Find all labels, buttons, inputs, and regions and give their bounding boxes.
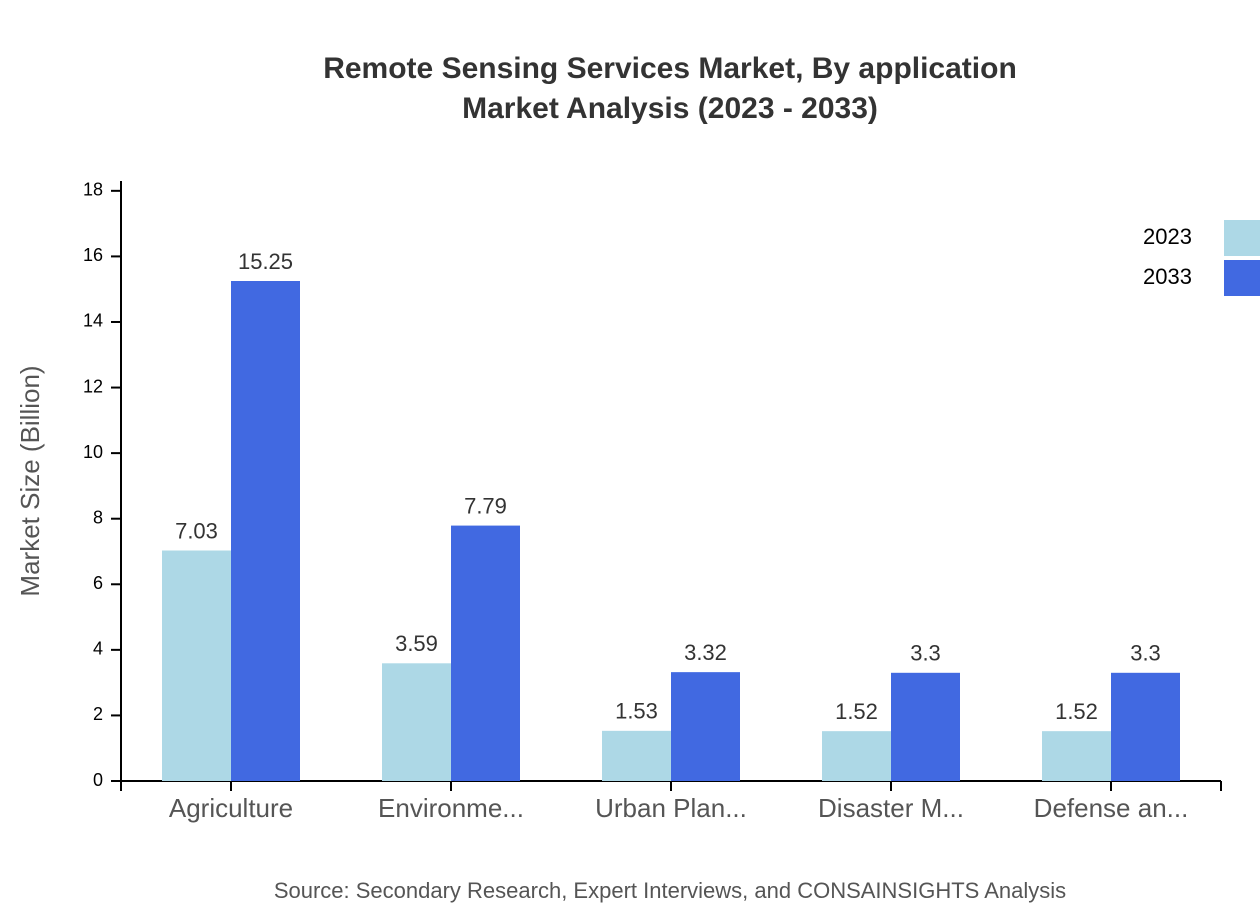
chart-title: Remote Sensing Services Market, By appli… xyxy=(323,52,1017,85)
value-label: 1.52 xyxy=(835,699,878,724)
y-tick-label: 16 xyxy=(83,245,103,265)
legend-swatch xyxy=(1224,260,1260,296)
y-tick-label: 8 xyxy=(93,507,103,527)
y-tick-label: 2 xyxy=(93,704,103,724)
bar xyxy=(231,281,300,781)
x-tick-label: Defense an... xyxy=(1034,793,1189,823)
x-tick-label: Disaster M... xyxy=(818,793,964,823)
x-tick-label: Urban Plan... xyxy=(595,793,747,823)
y-tick-label: 4 xyxy=(93,639,103,659)
y-axis-label: Market Size (Billion) xyxy=(15,365,45,596)
bar xyxy=(1042,731,1111,781)
legend-label: 2023 xyxy=(1143,224,1192,249)
value-label: 7.79 xyxy=(464,493,507,518)
bar xyxy=(451,525,520,781)
bar xyxy=(1111,672,1180,781)
y-tick-label: 0 xyxy=(93,770,103,790)
y-tick-label: 6 xyxy=(93,573,103,593)
x-tick-label: Agriculture xyxy=(169,793,293,823)
bar xyxy=(382,663,451,781)
bar xyxy=(602,730,671,781)
legend-swatch xyxy=(1224,220,1260,256)
value-label: 3.3 xyxy=(910,641,941,666)
value-label: 3.3 xyxy=(1130,641,1161,666)
value-label: 1.52 xyxy=(1055,699,1098,724)
value-label: 3.59 xyxy=(395,631,438,656)
bar xyxy=(822,731,891,781)
bar xyxy=(162,550,231,781)
value-label: 15.25 xyxy=(238,249,293,274)
value-label: 3.32 xyxy=(684,640,727,665)
bar xyxy=(671,672,740,781)
y-tick-label: 18 xyxy=(83,180,103,200)
x-tick-label: Environme... xyxy=(378,793,524,823)
y-tick-label: 12 xyxy=(83,376,103,396)
chart-subtitle: Market Analysis (2023 - 2033) xyxy=(462,92,878,125)
legend-label: 2033 xyxy=(1143,264,1192,289)
y-tick-label: 14 xyxy=(83,311,103,331)
value-label: 1.53 xyxy=(615,699,658,724)
value-label: 7.03 xyxy=(175,518,218,543)
y-tick-label: 10 xyxy=(83,442,103,462)
bar xyxy=(891,672,960,781)
source-note: Source: Secondary Research, Expert Inter… xyxy=(274,878,1066,903)
